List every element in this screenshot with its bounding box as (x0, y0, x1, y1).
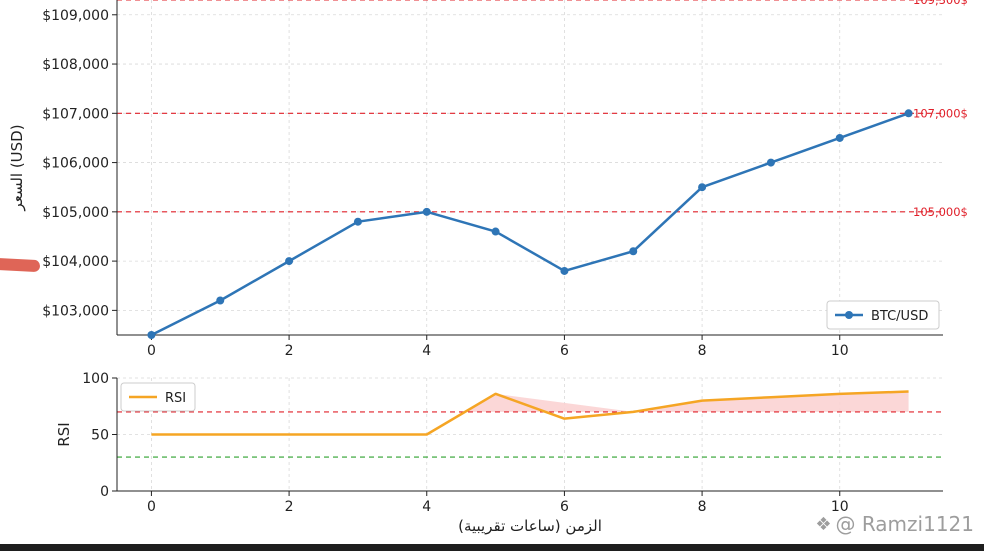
data-point (216, 296, 225, 305)
x-axis-title: الزمن (ساعات تقريبية) (458, 517, 602, 535)
x-tick-label: 6 (560, 499, 569, 515)
legend-box (120, 382, 196, 412)
legend-label: BTC/USD (871, 309, 928, 324)
x-tick-label: 4 (422, 499, 431, 515)
data-point (698, 183, 707, 192)
binance-logo-icon: ❖ (815, 513, 832, 535)
y-axis-title: السعر (USD) (8, 124, 26, 211)
data-point (904, 109, 913, 118)
x-tick-label: 0 (147, 343, 156, 359)
data-point (147, 331, 156, 339)
x-tick-label: 4 (422, 343, 431, 359)
reference-line-label: 107,000$ (913, 106, 968, 120)
legend-marker (845, 311, 853, 319)
series-line-btc-usd (150, 112, 910, 337)
data-point (353, 217, 362, 226)
series-line-rsi (151, 390, 909, 436)
y-tick-label: $106,000 (42, 156, 109, 172)
y-tick-label: 0 (100, 484, 109, 500)
x-tick-label: 2 (285, 343, 294, 359)
data-point (285, 257, 294, 266)
watermark: ❖ @ Ramzi1121 (815, 512, 974, 536)
y-tick-label: $108,000 (42, 57, 109, 73)
data-point (766, 158, 775, 167)
x-tick-label: 6 (560, 343, 569, 359)
bottom-border-bar (0, 544, 984, 551)
x-tick-label: 10 (831, 499, 849, 515)
y-tick-label: $105,000 (42, 205, 109, 221)
price-chart-panel: 109,300$ 107,000$ 105,000$ 0 2 4 6 8 10 $103,000 $… (8, 0, 968, 359)
legend-box (826, 300, 940, 330)
x-tick-label: 8 (698, 499, 707, 515)
y-tick-label: 50 (91, 428, 109, 444)
x-tick-label: 8 (698, 343, 707, 359)
y-tick-label: $104,000 (42, 254, 109, 270)
data-point (422, 207, 431, 216)
data-point (560, 266, 569, 275)
x-tick-label: 0 (147, 499, 156, 515)
reference-line-label: 109,300$ (913, 0, 968, 7)
y-tick-label: $107,000 (42, 106, 109, 122)
data-point (629, 247, 638, 256)
legend-label: RSI (165, 391, 186, 406)
y-axis-title: RSI (55, 422, 73, 446)
data-point (491, 227, 500, 236)
data-point (835, 133, 844, 142)
watermark-text: @ Ramzi1121 (835, 512, 974, 536)
legend: BTC/USD (826, 300, 940, 330)
reference-line-label: 105,000$ (913, 205, 968, 219)
legend: RSI (120, 382, 196, 412)
y-tick-label: $109,000 (42, 8, 109, 24)
x-tick-label: 2 (285, 499, 294, 515)
x-tick-label: 10 (831, 343, 849, 359)
y-tick-label: $103,000 (42, 303, 109, 319)
red-highlight-mark (0, 257, 41, 273)
y-tick-label: 100 (82, 371, 109, 387)
